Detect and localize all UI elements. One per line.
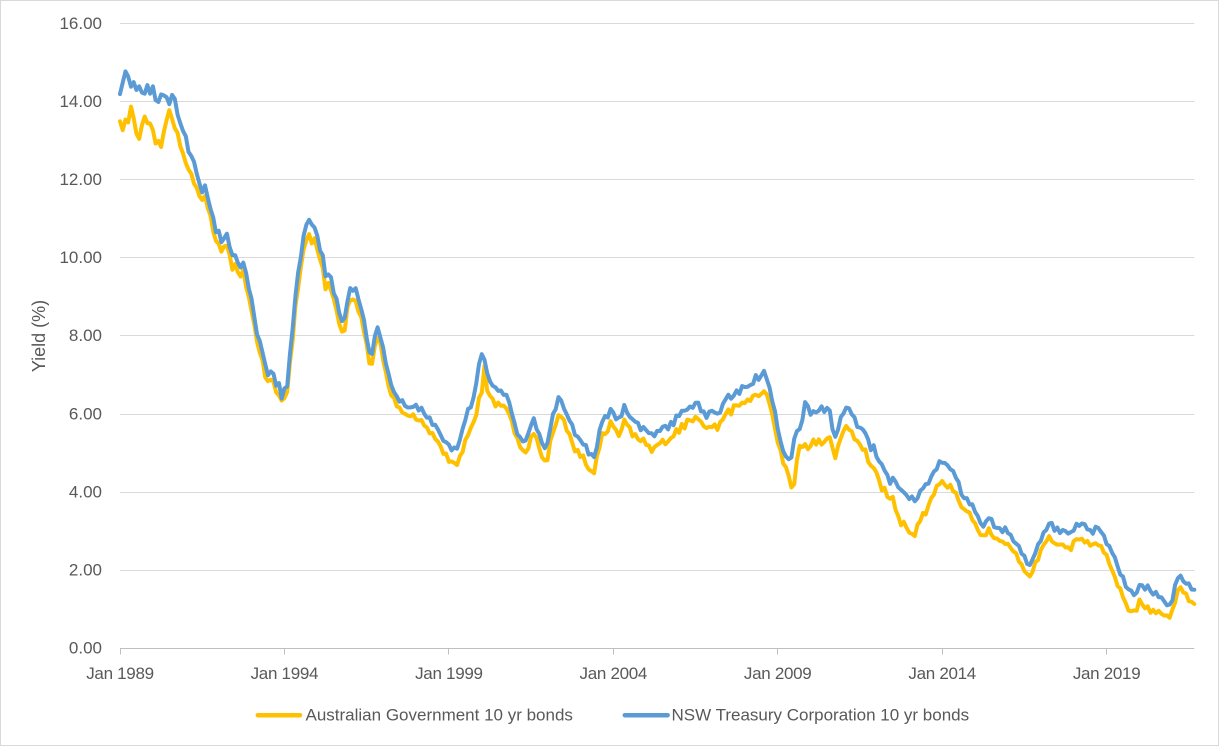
svg-text:4.00: 4.00 [69,482,102,501]
svg-text:Jan 1989: Jan 1989 [86,664,154,683]
svg-text:Jan 1999: Jan 1999 [415,664,483,683]
svg-text:Jan 2009: Jan 2009 [744,664,812,683]
svg-text:Yield (%): Yield (%) [29,300,49,372]
svg-text:14.00: 14.00 [59,92,102,111]
svg-text:Jan 2019: Jan 2019 [1073,664,1141,683]
svg-text:Jan 2004: Jan 2004 [580,664,648,683]
svg-text:NSW Treasury Corporation 10 yr: NSW Treasury Corporation 10 yr bonds [672,706,970,725]
svg-text:2.00: 2.00 [69,561,102,580]
svg-text:0.00: 0.00 [69,639,102,658]
svg-text:16.00: 16.00 [59,14,102,33]
svg-text:8.00: 8.00 [69,326,102,345]
svg-text:Australian Government 10 yr bo: Australian Government 10 yr bonds [306,706,573,725]
svg-text:10.00: 10.00 [59,248,102,267]
svg-text:Jan 1994: Jan 1994 [251,664,319,683]
svg-text:6.00: 6.00 [69,404,102,423]
svg-text:Jan 2014: Jan 2014 [908,664,976,683]
svg-text:12.00: 12.00 [59,170,102,189]
